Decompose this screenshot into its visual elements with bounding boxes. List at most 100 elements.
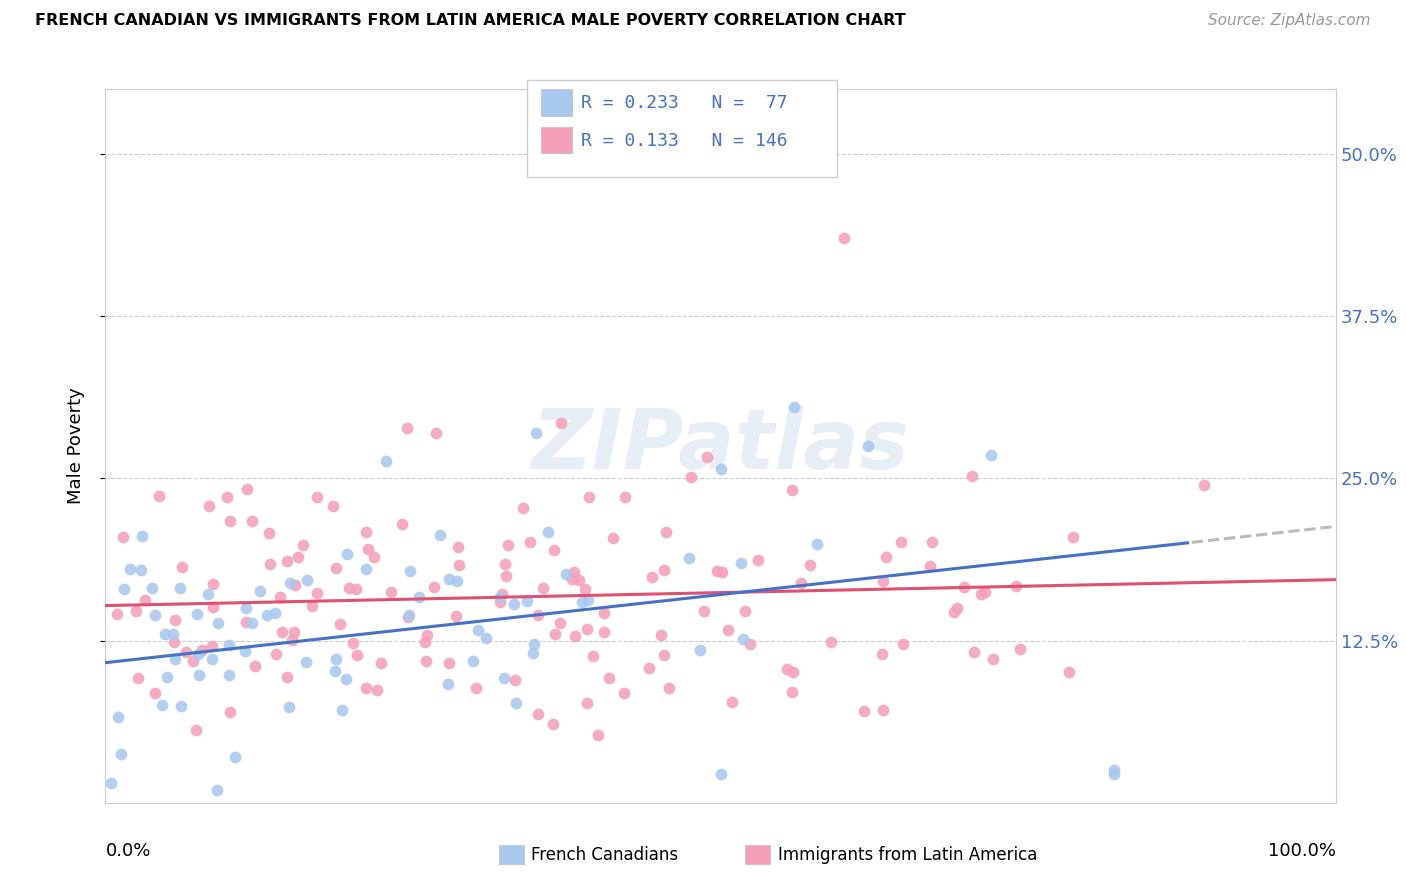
Point <box>943 605 966 619</box>
Text: 0.0%: 0.0% <box>105 842 150 860</box>
Text: Immigrants from Latin America: Immigrants from Latin America <box>778 846 1036 863</box>
Point <box>264 648 287 662</box>
Point <box>598 671 620 685</box>
Point <box>354 681 377 696</box>
Point <box>380 585 402 599</box>
Point <box>415 654 437 668</box>
Point <box>183 654 205 668</box>
Point <box>872 574 894 588</box>
Point <box>218 638 240 652</box>
Point <box>512 501 534 516</box>
Point <box>278 700 301 714</box>
Point <box>717 623 740 637</box>
Point <box>413 635 436 649</box>
Point <box>581 648 603 663</box>
Point <box>107 710 129 724</box>
Point <box>1192 478 1215 492</box>
Point <box>191 642 214 657</box>
Point <box>790 576 813 591</box>
Point <box>495 569 517 583</box>
Point <box>366 682 388 697</box>
Point <box>131 529 153 543</box>
Point <box>357 541 380 556</box>
Point <box>574 582 596 596</box>
Point <box>782 665 804 680</box>
Point <box>342 636 364 650</box>
Point <box>641 569 664 583</box>
Point <box>564 629 586 643</box>
Point <box>561 572 583 586</box>
Point <box>112 531 135 545</box>
Point <box>197 587 219 601</box>
Point <box>489 590 512 604</box>
Point <box>408 591 430 605</box>
Point <box>396 610 419 624</box>
Point <box>219 514 242 528</box>
Point <box>346 648 368 662</box>
Point <box>301 599 323 613</box>
Point <box>153 626 176 640</box>
Point <box>494 557 516 571</box>
Point <box>330 703 353 717</box>
Point <box>554 567 576 582</box>
Point <box>721 695 744 709</box>
Point <box>259 557 281 571</box>
Point <box>1102 764 1125 778</box>
Point <box>112 582 135 597</box>
Point <box>127 671 149 685</box>
Point <box>170 699 193 714</box>
Point <box>519 534 541 549</box>
Point <box>198 500 221 514</box>
Point <box>650 628 672 642</box>
Point <box>872 703 894 717</box>
Point <box>463 654 485 668</box>
Point <box>141 581 163 595</box>
Point <box>527 607 550 622</box>
Point <box>235 615 257 629</box>
Point <box>734 604 756 618</box>
Point <box>1102 767 1125 781</box>
Point <box>706 564 728 578</box>
Point <box>291 538 314 552</box>
Point <box>780 483 803 497</box>
Point <box>172 560 194 574</box>
Point <box>354 562 377 576</box>
Point <box>240 615 263 630</box>
Point <box>562 566 585 580</box>
Point <box>1062 531 1084 545</box>
Point <box>165 652 187 666</box>
Point <box>295 573 318 587</box>
Point <box>120 562 142 576</box>
Point <box>527 706 550 721</box>
Point <box>235 601 257 615</box>
Point <box>391 517 413 532</box>
Point <box>658 681 681 695</box>
Text: 100.0%: 100.0% <box>1268 842 1336 860</box>
Point <box>305 490 328 504</box>
Point <box>134 593 156 607</box>
Point <box>531 581 554 595</box>
Point <box>271 625 294 640</box>
Point <box>543 542 565 557</box>
Point <box>602 531 624 545</box>
Point <box>945 601 967 615</box>
Point <box>444 609 467 624</box>
Point <box>970 587 993 601</box>
Point <box>693 603 716 617</box>
Point <box>872 647 894 661</box>
Point <box>283 625 305 640</box>
Point <box>543 716 565 731</box>
Point <box>505 673 527 688</box>
Point <box>537 525 560 540</box>
Point <box>613 685 636 699</box>
Point <box>681 470 703 484</box>
Point <box>652 563 675 577</box>
Point <box>184 723 207 737</box>
Point <box>328 617 350 632</box>
Point <box>1005 579 1028 593</box>
Point <box>710 565 733 579</box>
Point <box>323 664 346 678</box>
Point <box>207 616 229 631</box>
Point <box>415 628 437 642</box>
Point <box>655 524 678 539</box>
